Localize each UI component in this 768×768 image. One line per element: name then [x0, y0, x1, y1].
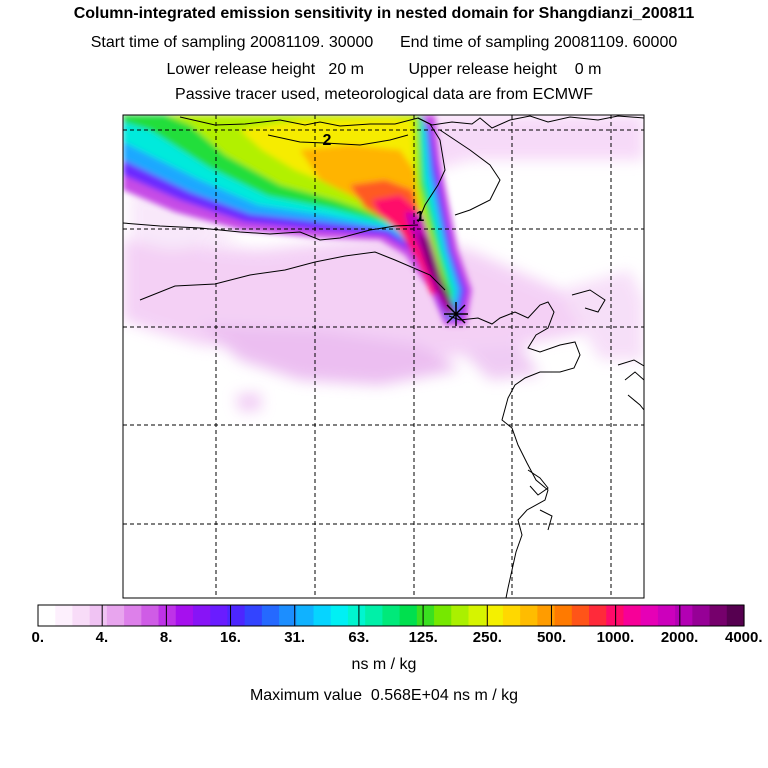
upper-label: Upper release height: [408, 61, 557, 78]
colorbar-tick-label: 16.: [220, 629, 241, 646]
colorbar-tick-label: 0.: [31, 629, 45, 646]
colorbar-cell: [261, 605, 280, 626]
colorbar-tick-label: 2000.: [660, 629, 699, 646]
colorbar-cell: [38, 605, 56, 626]
colorbar-cells: [37, 605, 745, 626]
map-frame: [122, 114, 645, 599]
start-label: Start time of sampling: [90, 34, 246, 51]
maximum-value-number: 0.568E+04 ns m / kg: [370, 687, 519, 704]
colorbar-units: ns m / kg: [351, 656, 417, 673]
colorbar-cell: [313, 605, 332, 626]
colorbar-cell: [72, 605, 91, 626]
colorbar-cell: [141, 605, 160, 626]
tracer-note: Passive tracer used, meteorological data…: [175, 86, 593, 103]
colorbar-tick-label: 125.: [408, 629, 438, 646]
colorbar-cell: [279, 605, 297, 626]
colorbar-cell: [657, 605, 676, 626]
colorbar-cell: [89, 605, 108, 626]
colorbar-cell: [434, 605, 452, 626]
colorbar-tick-label: 1000.: [596, 629, 635, 646]
colorbar-cell: [692, 605, 711, 626]
maximum-value-label: Maximum value: [249, 687, 362, 704]
upper-value: 0 m: [574, 61, 602, 78]
colorbar-cell: [468, 605, 487, 626]
colorbar-cell: [347, 605, 366, 626]
colorbar-tick-label: 250.: [472, 629, 502, 646]
colorbar-tick-label: 500.: [536, 629, 567, 646]
end-label: End time of sampling: [400, 34, 550, 51]
sampling-times: Start time of sampling 20081109. 30000 E…: [0, 34, 768, 52]
start-value: 20081109. 30000: [249, 34, 374, 51]
colorbar-cell: [330, 605, 349, 626]
colorbar-cell: [124, 605, 142, 626]
colorbar-cell: [640, 605, 659, 626]
colorbar-cell: [399, 605, 418, 626]
colorbar-cell: [451, 605, 470, 626]
colorbar-cell: [485, 605, 504, 626]
colorbar-tick-label: 4000.: [725, 629, 763, 646]
colorbar-tick-label: 63.: [348, 629, 370, 646]
trajectory-marker-1: 1: [416, 208, 424, 225]
colorbar-cell: [106, 605, 125, 626]
colorbar-cell: [365, 605, 383, 626]
colorbar-cell: [589, 605, 607, 626]
colorbar-tick-label: 31.: [284, 629, 306, 646]
colorbar-cell: [227, 605, 246, 626]
release-site-star-icon: [444, 302, 468, 326]
colorbar-cell: [537, 605, 556, 626]
colorbar-cell: [554, 605, 573, 626]
colorbar-cell: [175, 605, 194, 626]
colorbar-cell: [502, 605, 521, 626]
colorbar-cell: [382, 605, 401, 626]
sensitivity-field: 2 1: [123, 115, 644, 598]
colorbar-cell: [571, 605, 590, 626]
grid-lines: [123, 115, 644, 598]
lower-value: 20 m: [328, 61, 364, 78]
end-value: 20081109. 60000: [553, 34, 678, 51]
colorbar-cell: [623, 605, 642, 626]
colorbar-cell: [55, 605, 74, 626]
lower-label: Lower release height: [166, 61, 316, 78]
colorbar-cell: [675, 605, 693, 626]
colorbar-cell: [192, 605, 211, 626]
colorbar-cell: [709, 605, 728, 626]
trajectory-marker-2: 2: [323, 132, 332, 149]
colorbar-frame: [37, 604, 745, 627]
colorbar-tick-label: 4.: [95, 629, 109, 646]
colorbar-tick-label: 8.: [159, 629, 173, 646]
colorbar-cell: [416, 605, 435, 626]
colorbar-cell: [296, 605, 315, 626]
maximum-value: Maximum value 0.568E+04 ns m / kg: [0, 687, 768, 705]
coastlines-borders: [123, 115, 644, 598]
release-heights: Lower release height 20 m Upper release …: [0, 61, 768, 79]
colorbar-cell: [158, 605, 177, 626]
colorbar-cell: [726, 605, 745, 626]
colorbar-cell: [244, 605, 263, 626]
chart-title: Column-integrated emission sensitivity i…: [73, 5, 695, 22]
colorbar-cell: [210, 605, 229, 626]
colorbar-cell: [520, 605, 538, 626]
